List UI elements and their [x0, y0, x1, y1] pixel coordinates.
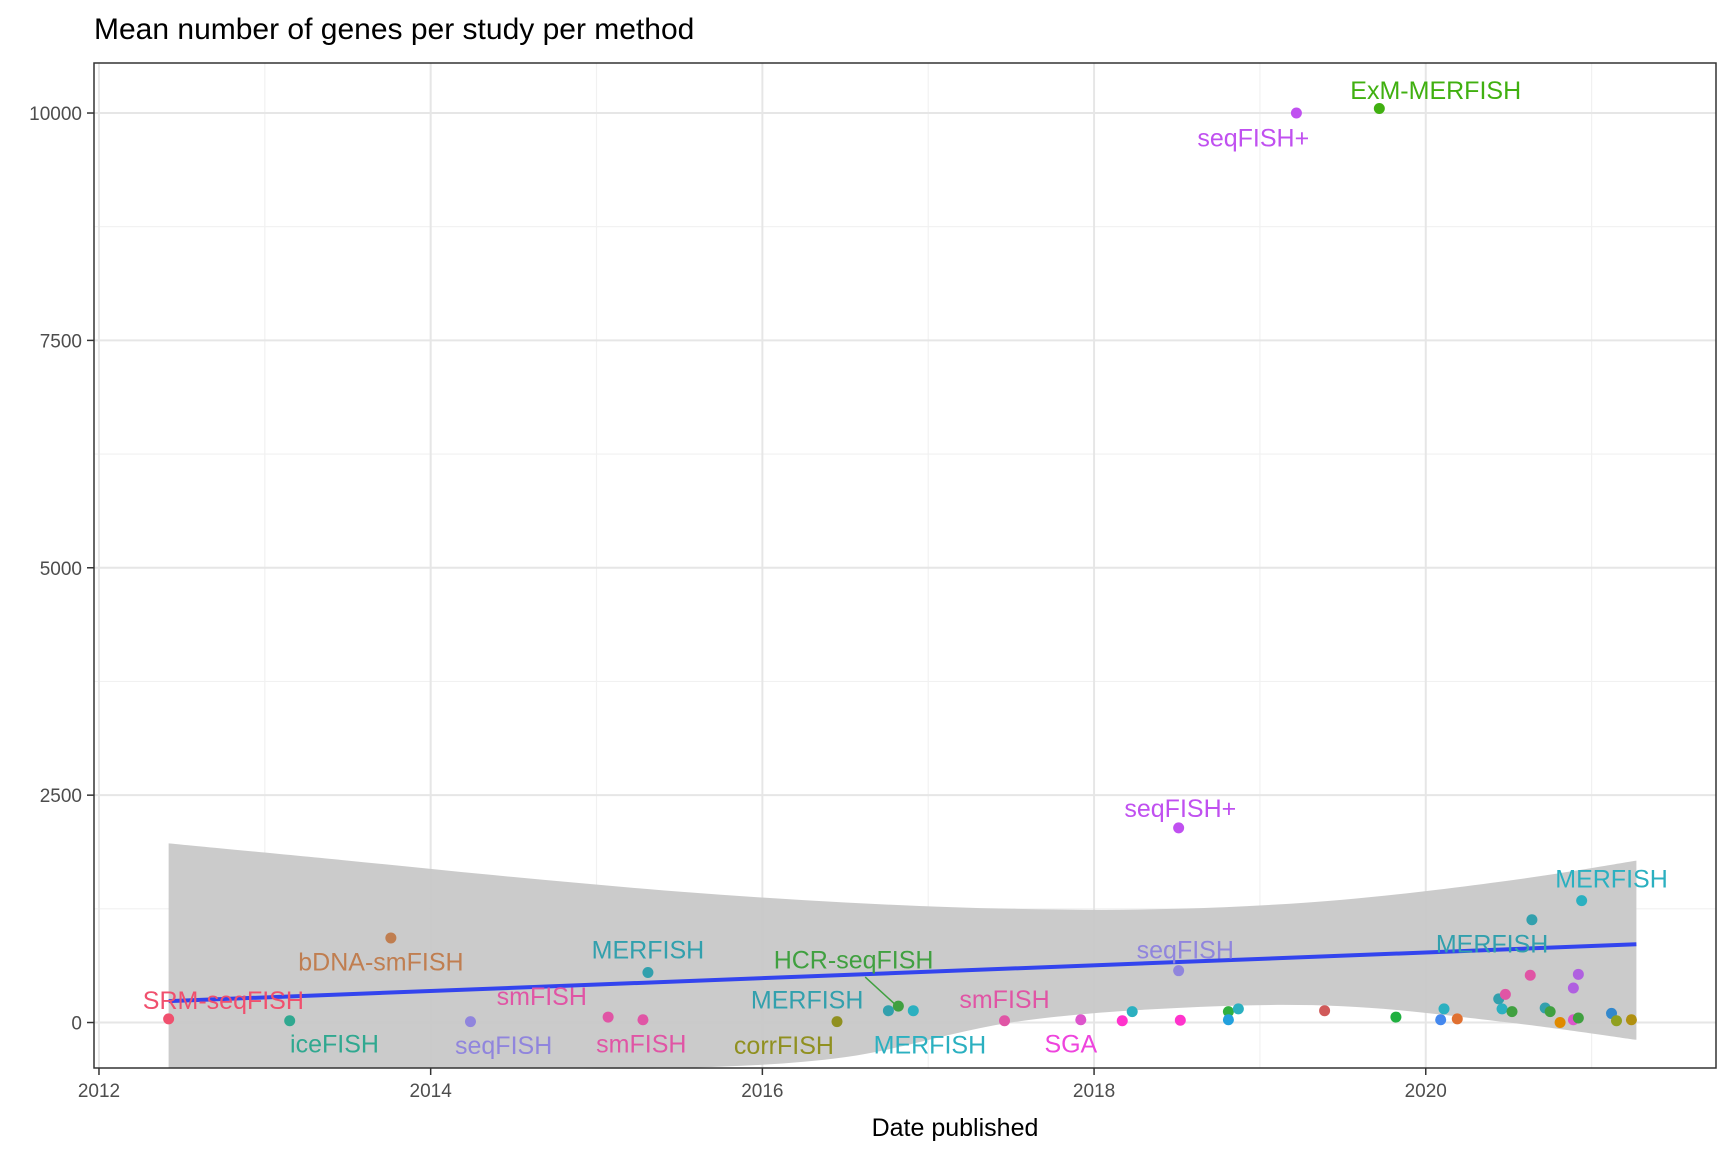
trend-line: [168, 942, 1637, 1004]
data-point: [1126, 1006, 1138, 1018]
chart-title: Mean number of genes per study per metho…: [94, 13, 694, 46]
point-label: bDNA-smFISH: [298, 948, 463, 976]
x-tick-label: 2016: [741, 1081, 783, 1102]
data-point: [1390, 1011, 1402, 1023]
point-label: MERFISH: [751, 987, 864, 1015]
data-points: [163, 102, 1637, 1029]
x-tick-label: 2020: [1405, 1081, 1447, 1102]
leader-line: [864, 976, 896, 1005]
y-tick-label: 10000: [29, 104, 82, 125]
point-label: SGA: [1044, 1030, 1097, 1058]
data-point: [464, 1016, 476, 1028]
data-point: [1544, 1006, 1556, 1018]
y-tick-label: 2500: [40, 786, 82, 807]
data-point: [1572, 1012, 1584, 1024]
point-label: seqFISH: [1137, 937, 1234, 965]
data-point: [1174, 1014, 1186, 1026]
data-point: [284, 1015, 296, 1027]
data-point: [1232, 1003, 1244, 1015]
data-point: [642, 967, 654, 979]
label-leader-lines: [864, 976, 896, 1005]
data-point: [637, 1014, 649, 1026]
data-point: [1499, 988, 1511, 1000]
point-label: MERFISH: [874, 1031, 987, 1059]
point-label: smFISH: [959, 986, 1049, 1014]
data-point: [1290, 107, 1302, 119]
point-label: MERFISH: [592, 937, 705, 965]
data-point: [1173, 965, 1185, 977]
point-label: corrFISH: [734, 1032, 834, 1060]
data-point: [892, 1000, 904, 1012]
data-point: [831, 1016, 843, 1028]
x-tick-label: 2018: [1073, 1081, 1115, 1102]
data-point: [1610, 1015, 1622, 1027]
x-axis-title: Date published: [872, 1114, 1039, 1142]
point-label: seqFISH+: [1124, 795, 1236, 823]
data-point: [602, 1011, 614, 1023]
data-point: [1576, 895, 1588, 907]
point-label: ExM-MERFISH: [1350, 77, 1521, 105]
x-tick-label: 2012: [78, 1081, 120, 1102]
data-point: [1506, 1006, 1518, 1018]
x-tick-label: 2014: [410, 1081, 453, 1102]
data-point: [907, 1005, 919, 1017]
data-point: [1451, 1013, 1463, 1025]
point-label: iceFISH: [290, 1030, 379, 1058]
data-point: [1222, 1006, 1234, 1018]
data-point: [1173, 822, 1185, 834]
y-tick-label: 0: [71, 1014, 82, 1035]
point-label: HCR-seqFISH: [774, 947, 934, 975]
data-point: [1116, 1015, 1128, 1027]
point-label: SRM-seqFISH: [143, 987, 304, 1015]
point-label: seqFISH+: [1197, 124, 1309, 152]
data-point: [1319, 1005, 1331, 1017]
data-point: [1625, 1014, 1637, 1026]
data-point: [1554, 1017, 1566, 1029]
point-label: MERFISH: [1555, 866, 1668, 894]
y-tick-label: 7500: [40, 331, 82, 352]
data-point: [163, 1013, 175, 1025]
y-axis: 0 2500 5000 7500 10000: [29, 104, 94, 1035]
data-point: [1526, 914, 1538, 926]
y-tick-label: 5000: [40, 559, 82, 580]
data-point: [1438, 1003, 1450, 1015]
data-point: [1435, 1014, 1447, 1026]
data-point: [1373, 102, 1385, 114]
data-point: [1222, 1014, 1234, 1026]
data-point: [882, 1005, 894, 1017]
point-label: MERFISH: [1436, 930, 1549, 958]
point-labels: SRM-seqFISH iceFISH bDNA-smFISH seqFISH smFI…: [143, 77, 1668, 1060]
point-label: smFISH: [497, 983, 587, 1011]
data-point: [1524, 969, 1536, 981]
data-point: [1567, 982, 1579, 994]
x-axis: 2012 2014 2016 2018 2020: [78, 1068, 1447, 1102]
data-point: [1496, 1003, 1508, 1015]
data-point: [1572, 968, 1584, 980]
confidence-band: [168, 843, 1637, 1069]
point-label: seqFISH: [455, 1032, 552, 1060]
data-point: [1075, 1014, 1087, 1026]
data-point: [999, 1015, 1011, 1027]
point-label: smFISH: [596, 1030, 686, 1058]
plot-panel-border: [93, 62, 1717, 1069]
data-point: [385, 932, 397, 944]
